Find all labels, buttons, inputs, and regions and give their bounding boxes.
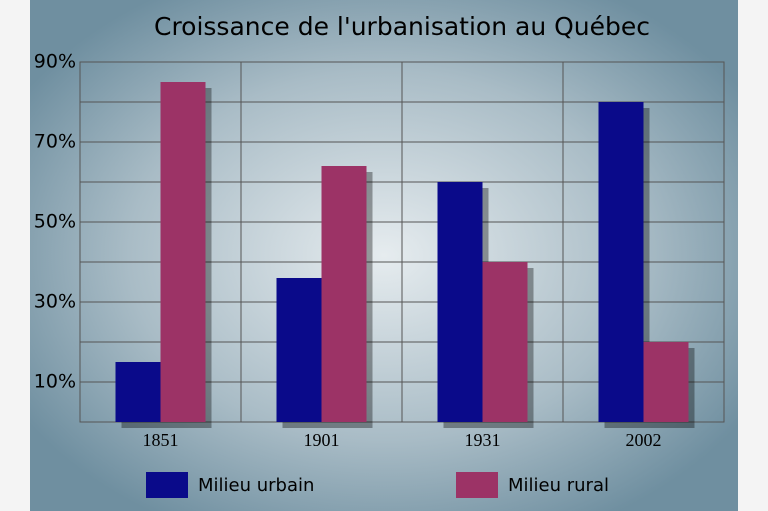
- legend-label: Milieu urbain: [198, 475, 314, 496]
- bar: [321, 166, 367, 422]
- bar: [276, 278, 322, 422]
- legend-swatch: [146, 472, 188, 498]
- y-tick-label: 70%: [34, 131, 76, 153]
- x-tick-label: 1851: [143, 430, 179, 450]
- legend-label: Milieu rural: [508, 475, 609, 496]
- bar: [482, 262, 528, 422]
- bar: [437, 182, 483, 422]
- x-tick-label: 1901: [304, 430, 340, 450]
- bar: [115, 362, 161, 422]
- legend-swatch: [456, 472, 498, 498]
- y-tick-label: 50%: [34, 211, 76, 233]
- x-tick-label: 2002: [626, 430, 662, 450]
- y-tick-label: 10%: [34, 371, 76, 393]
- x-tick-label: 1931: [465, 430, 501, 450]
- y-tick-label: 90%: [34, 51, 76, 73]
- y-tick-label: 30%: [34, 291, 76, 313]
- bar: [160, 82, 206, 422]
- bar: [598, 102, 644, 422]
- chart-title: Croissance de l'urbanisation au Québec: [154, 12, 650, 41]
- bar: [643, 342, 689, 422]
